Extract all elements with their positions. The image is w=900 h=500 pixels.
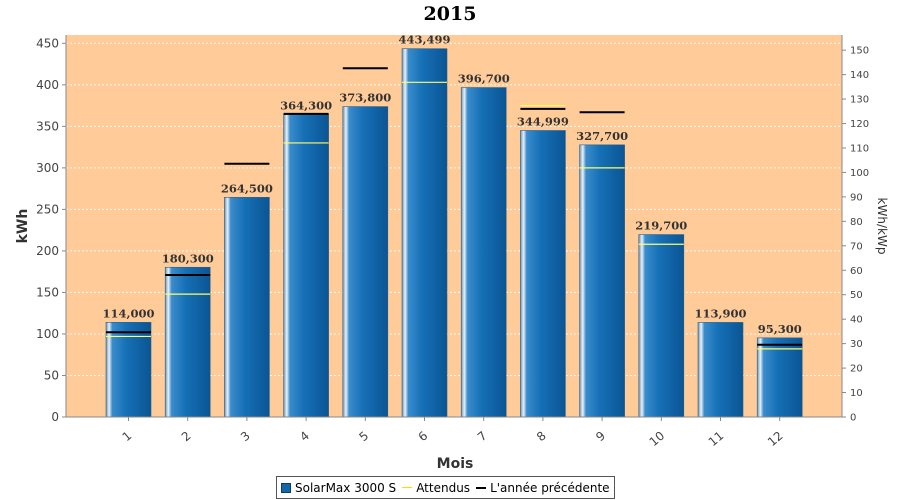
x-tick-label: 7: [475, 429, 490, 445]
legend-item-attendus: Attendus: [402, 481, 470, 495]
y2-tick-label: 60: [850, 266, 863, 277]
bar: [401, 48, 448, 418]
chart-title: 2015: [423, 3, 477, 25]
y2-tick-label: 110: [850, 143, 869, 154]
x-tick-label: 10: [647, 429, 668, 450]
y-tick-label: 0: [51, 410, 59, 424]
bar: [756, 337, 803, 418]
x-tick-label: 9: [593, 429, 608, 445]
legend-swatch-bar: [281, 482, 291, 493]
data-label: 443,499: [398, 33, 450, 47]
data-label: 219,700: [635, 219, 687, 233]
y-tick-label: 250: [36, 202, 59, 216]
bar: [520, 130, 566, 418]
y2-axis-label: kWh/kWp: [875, 198, 889, 255]
y-tick-label: 350: [36, 119, 59, 133]
x-tick-label: 11: [706, 429, 727, 450]
y2-tick-label: 70: [850, 241, 863, 252]
data-label: 364,300: [280, 98, 332, 112]
legend-swatch-expected: [402, 487, 413, 488]
bar: [697, 322, 744, 418]
y-tick-label: 100: [36, 327, 59, 341]
x-tick-label: 4: [297, 429, 312, 445]
legend-label: SolarMax 3000 S: [295, 480, 397, 495]
x-tick-label: 3: [238, 429, 253, 445]
bar: [579, 144, 625, 418]
data-label: 95,300: [758, 322, 802, 336]
y-tick-label: 50: [44, 368, 59, 382]
y2-tick-label: 40: [850, 315, 863, 326]
bar: [283, 114, 329, 418]
y2-tick-label: 140: [850, 70, 869, 81]
y2-tick-label: 90: [850, 192, 863, 203]
data-label: 344,999: [517, 115, 569, 129]
data-label: 180,300: [162, 251, 214, 265]
y2-tick-label: 10: [850, 388, 863, 399]
bar: [638, 234, 685, 418]
x-tick-label: 6: [416, 429, 431, 445]
data-label: 373,800: [339, 91, 391, 105]
legend: SolarMax 3000 S Attendus L'année précéde…: [276, 476, 615, 499]
data-label: 113,900: [694, 306, 746, 320]
legend-label: Attendus: [416, 480, 471, 495]
y2-tick-label: 20: [850, 364, 863, 375]
y2-tick-label: 120: [850, 119, 869, 130]
y2-tick-label: 80: [850, 217, 863, 228]
y-axis-label: kWh: [15, 209, 31, 244]
legend-swatch-previous-year: [476, 486, 487, 489]
x-axis-label: Mois: [437, 456, 474, 472]
data-label: 396,700: [458, 72, 510, 86]
y2-tick-label: 100: [850, 168, 869, 179]
x-tick-label: 5: [356, 429, 371, 445]
y-tick-label: 150: [36, 285, 59, 299]
data-label: 114,000: [102, 306, 154, 320]
x-tick-label: 1: [120, 429, 135, 445]
y2-tick-label: 50: [850, 290, 863, 301]
y-tick-label: 300: [36, 161, 59, 175]
bar: [224, 197, 270, 418]
chart: 114,000 180,300 264,500 364,300 373,800 443,4…: [15, 33, 889, 472]
y-tick-label: 450: [36, 36, 59, 50]
y2-tick-label: 0: [850, 413, 856, 424]
data-label: 327,700: [576, 129, 628, 143]
y2-tick-label: 130: [850, 95, 869, 106]
legend-item-solarmax: SolarMax 3000 S: [281, 481, 396, 495]
legend-label: L'année précédente: [490, 480, 610, 495]
x-tick-label: 12: [765, 429, 786, 450]
bar: [342, 106, 389, 418]
y-tick-label: 400: [36, 78, 59, 92]
bar: [460, 87, 507, 418]
x-tick-label: 2: [179, 429, 194, 445]
bar: [105, 322, 152, 418]
bar: [164, 266, 211, 418]
legend-item-previous-year: L'année précédente: [476, 480, 610, 495]
y-tick-label: 200: [36, 244, 59, 258]
y2-tick-label: 150: [850, 46, 869, 57]
y2-tick-label: 30: [850, 339, 863, 350]
data-label: 264,500: [221, 181, 273, 195]
x-tick-label: 8: [534, 429, 549, 445]
